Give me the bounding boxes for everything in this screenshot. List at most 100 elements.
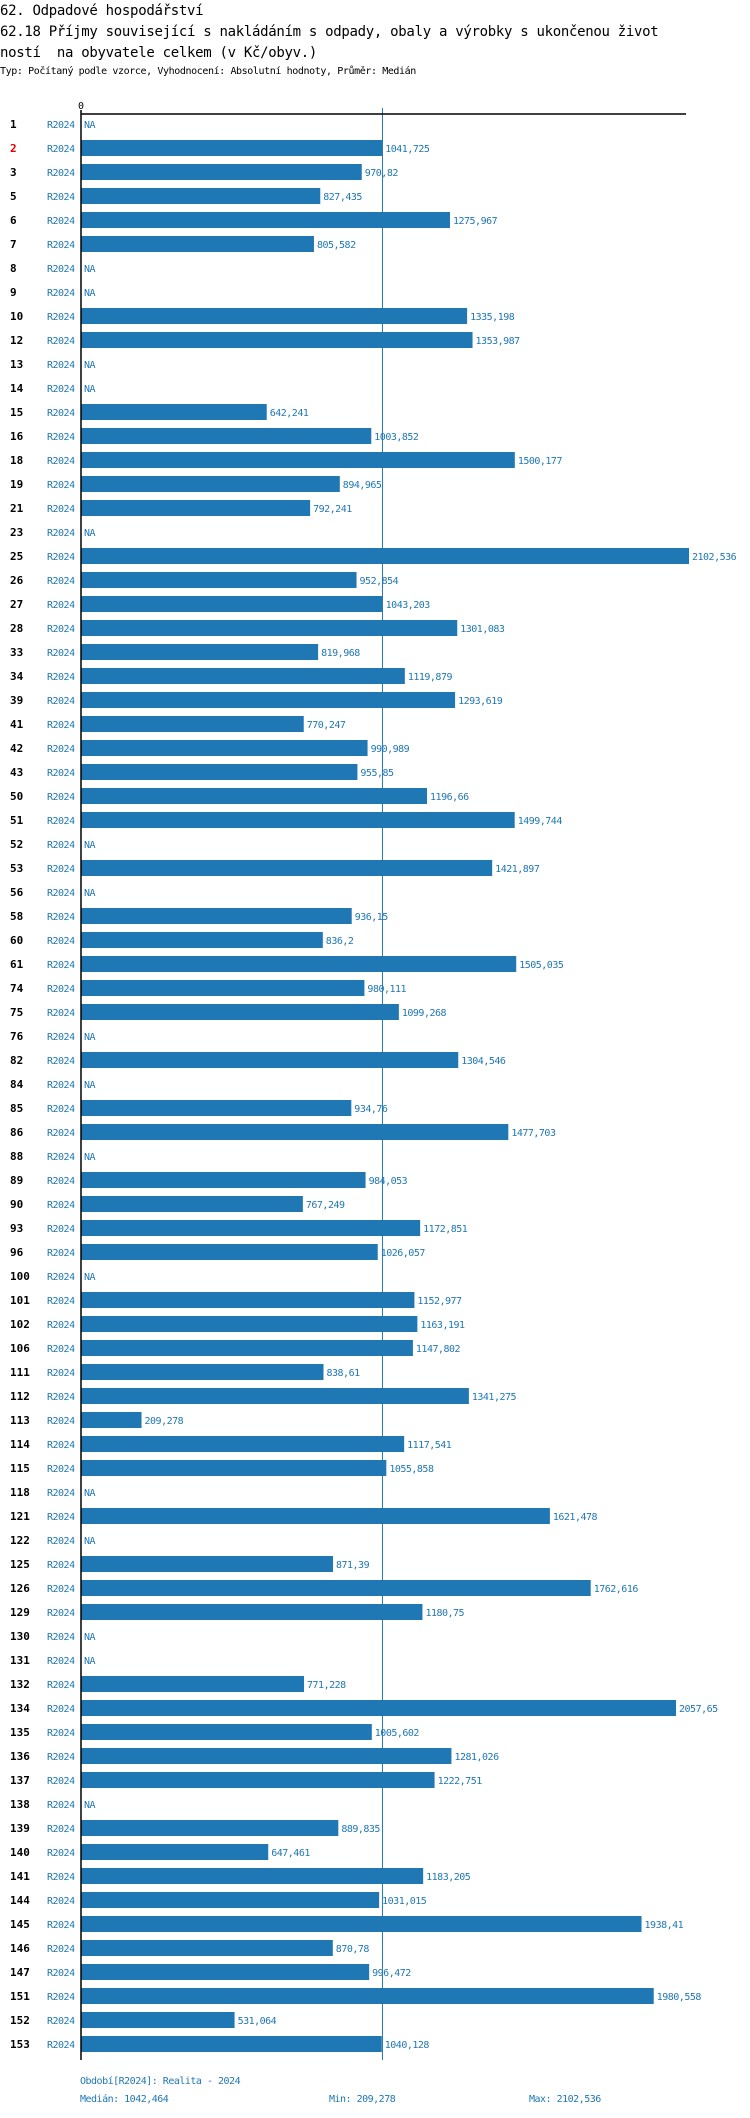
series-label: R2024 — [47, 1104, 75, 1115]
category-label: 111 — [10, 1366, 30, 1379]
category-label: 112 — [10, 1390, 30, 1403]
value-label: 1031,015 — [382, 1896, 427, 1907]
value-label: 870,78 — [336, 1944, 370, 1955]
category-label: 13 — [10, 358, 23, 371]
category-label: 125 — [10, 1558, 30, 1571]
bar — [81, 1292, 415, 1308]
bar — [81, 908, 352, 924]
category-label: 3 — [10, 166, 17, 179]
na-label: NA — [84, 1536, 96, 1547]
value-label: 1938,41 — [645, 1920, 684, 1931]
bar — [81, 1964, 370, 1980]
category-label: 138 — [10, 1798, 30, 1811]
value-label: 889,835 — [341, 1824, 380, 1835]
bar — [81, 548, 689, 564]
category-label: 53 — [10, 862, 23, 875]
category-label: 130 — [10, 1630, 30, 1643]
bar — [81, 1508, 550, 1524]
value-label: 996,472 — [372, 1968, 411, 1979]
category-label: 144 — [10, 1894, 30, 1907]
value-label: 1043,203 — [386, 600, 431, 611]
series-label: R2024 — [47, 1728, 75, 1739]
category-label: 42 — [10, 742, 23, 755]
value-label: 1026,057 — [381, 1248, 426, 1259]
value-label: 819,968 — [321, 648, 360, 659]
series-label: R2024 — [47, 1320, 75, 1331]
series-label: R2024 — [47, 1920, 75, 1931]
value-label: 1500,177 — [518, 456, 563, 467]
na-label: NA — [84, 1080, 96, 1091]
bar — [81, 1100, 352, 1116]
series-label: R2024 — [47, 816, 75, 827]
series-label: R2024 — [47, 792, 75, 803]
series-label: R2024 — [47, 1032, 75, 1043]
category-label: 8 — [10, 262, 17, 275]
value-label: 1222,751 — [438, 1776, 483, 1787]
bar — [81, 1700, 677, 1716]
category-label: 74 — [10, 982, 24, 995]
na-label: NA — [84, 1152, 96, 1163]
value-label: 1119,879 — [408, 672, 453, 683]
bar — [81, 188, 321, 204]
category-label: 10 — [10, 310, 23, 323]
category-label: 147 — [10, 1966, 30, 1979]
series-label: R2024 — [47, 1752, 75, 1763]
bar — [81, 2036, 382, 2052]
value-label: 1335,198 — [470, 312, 515, 323]
value-label: 955,85 — [360, 768, 394, 779]
value-label: 805,582 — [317, 240, 356, 251]
category-label: 21 — [10, 502, 24, 515]
category-label: 76 — [10, 1030, 24, 1043]
series-label: R2024 — [47, 1896, 75, 1907]
na-label: NA — [84, 1272, 96, 1283]
section-title: 62. Odpadové hospodářství — [0, 3, 204, 19]
category-label: 33 — [10, 646, 23, 659]
series-label: R2024 — [47, 624, 75, 635]
category-label: 118 — [10, 1486, 30, 1499]
value-label: 1505,035 — [519, 960, 564, 971]
category-label: 151 — [10, 1990, 30, 2003]
bar — [81, 692, 456, 708]
bar — [81, 1748, 452, 1764]
series-label: R2024 — [47, 888, 75, 899]
bar — [81, 500, 311, 516]
series-label: R2024 — [47, 1200, 75, 1211]
series-label: R2024 — [47, 1872, 75, 1883]
series-label: R2024 — [47, 1392, 75, 1403]
category-label: 84 — [10, 1078, 24, 1091]
value-label: 1152,977 — [417, 1296, 462, 1307]
bar — [81, 1388, 469, 1404]
na-label: NA — [84, 1488, 96, 1499]
series-label: R2024 — [47, 1296, 75, 1307]
series-label: R2024 — [47, 288, 75, 299]
bar — [81, 716, 304, 732]
bar — [81, 1340, 413, 1356]
series-label: R2024 — [47, 1272, 75, 1283]
category-label: 41 — [10, 718, 24, 731]
series-label: R2024 — [47, 1944, 75, 1955]
value-label: 770,247 — [307, 720, 346, 731]
category-label: 7 — [10, 238, 17, 251]
series-label: R2024 — [47, 960, 75, 971]
category-label: 19 — [10, 478, 23, 491]
category-label: 15 — [10, 406, 23, 419]
value-label: 827,435 — [323, 192, 362, 203]
bar — [81, 644, 319, 660]
bar — [81, 332, 473, 348]
series-label: R2024 — [47, 1584, 75, 1595]
bar — [81, 1892, 380, 1908]
bar — [81, 620, 458, 636]
bar — [81, 212, 450, 228]
value-label: 2057,65 — [679, 1704, 718, 1715]
category-label: 86 — [10, 1126, 24, 1139]
category-label: 14 — [10, 382, 24, 395]
value-label: 1301,083 — [460, 624, 505, 635]
legend-period: Období[R2024]: Realita - 2024 — [80, 2076, 241, 2087]
chart-subtitle: Typ: Počítaný podle vzorce, Vyhodnocení:… — [0, 66, 416, 77]
value-label: 1040,128 — [385, 2040, 430, 2051]
bar — [81, 764, 358, 780]
bar — [81, 404, 267, 420]
series-label: R2024 — [47, 1704, 75, 1715]
category-label: 114 — [10, 1438, 30, 1451]
bar — [81, 788, 428, 804]
